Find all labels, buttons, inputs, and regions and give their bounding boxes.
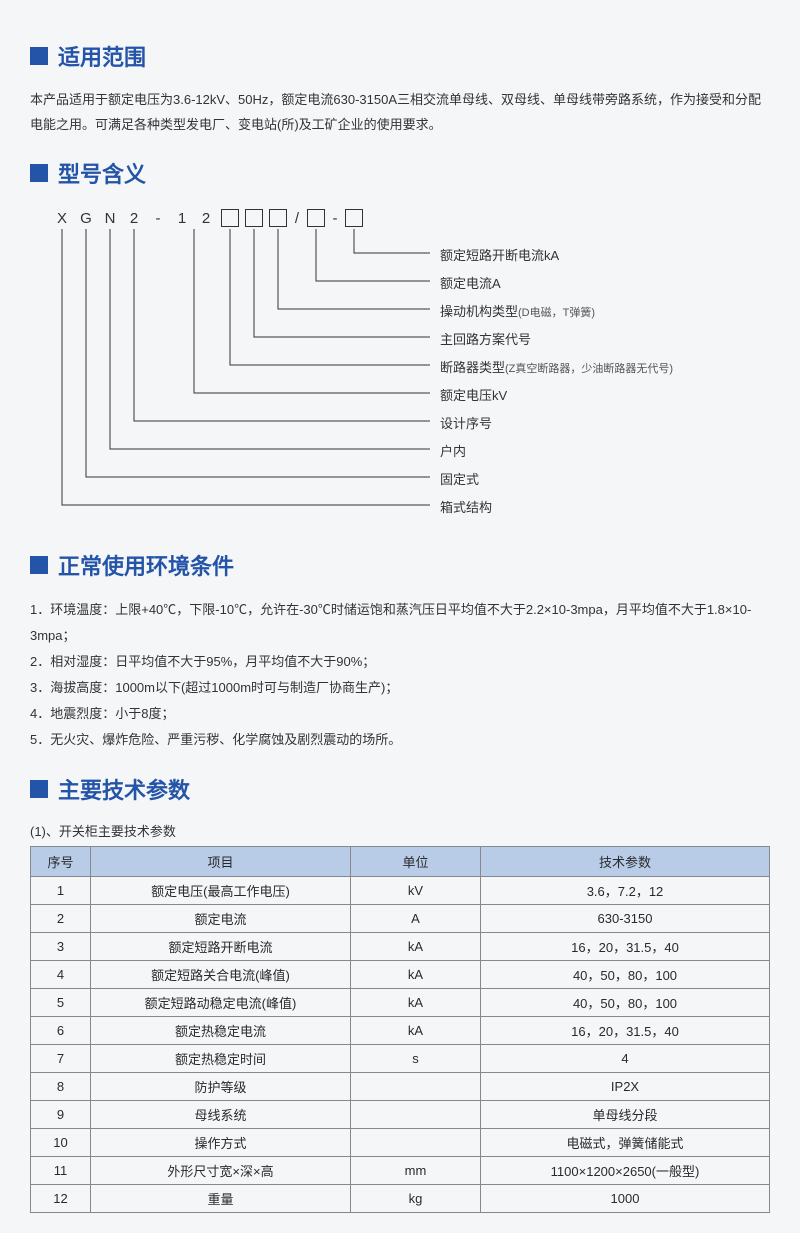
section-title: 适用范围 <box>58 40 146 72</box>
table-cell: 4 <box>481 1045 770 1073</box>
table-cell: A <box>351 905 481 933</box>
env-item: 3．海拔高度：1000m以下(超过1000m时可与制造厂协商生产)； <box>30 675 770 701</box>
table-row: 2额定电流A630-3150 <box>31 905 770 933</box>
env-item: 1．环境温度：上限+40℃，下限-10℃，允许在-30℃时储运饱和蒸汽压日平均值… <box>30 597 770 649</box>
section-header-spec: 主要技术参数 <box>30 773 770 805</box>
section-title: 型号含义 <box>58 157 146 189</box>
table-cell: kg <box>351 1185 481 1213</box>
table-row: 7额定热稳定时间s4 <box>31 1045 770 1073</box>
table-cell: 16，20，31.5，40 <box>481 1017 770 1045</box>
model-label: 设计序号 <box>440 413 492 432</box>
section-header-env: 正常使用环境条件 <box>30 549 770 581</box>
table-row: 1额定电压(最高工作电压)kV3.6，7.2，12 <box>31 877 770 905</box>
model-label: 箱式结构 <box>440 497 492 516</box>
table-cell: 额定短路开断电流 <box>91 933 351 961</box>
model-label: 户内 <box>440 441 466 460</box>
table-cell: 1 <box>31 877 91 905</box>
model-label: 主回路方案代号 <box>440 329 531 348</box>
th-item: 项目 <box>91 847 351 877</box>
table-cell: 1100×1200×2650(一般型) <box>481 1157 770 1185</box>
model-label: 断路器类型(Z真空断路器，少油断路器无代号) <box>440 357 673 376</box>
model-label: 固定式 <box>440 469 479 488</box>
env-list: 1．环境温度：上限+40℃，下限-10℃，允许在-30℃时储运饱和蒸汽压日平均值… <box>30 597 770 753</box>
table-cell: 12 <box>31 1185 91 1213</box>
table-cell: mm <box>351 1157 481 1185</box>
table-row: 4额定短路关合电流(峰值)kA40，50，80，100 <box>31 961 770 989</box>
table-row: 8防护等级 IP2X <box>31 1073 770 1101</box>
table-cell: 7 <box>31 1045 91 1073</box>
table-cell: 额定电流 <box>91 905 351 933</box>
table-cell: kA <box>351 989 481 1017</box>
table-cell: 10 <box>31 1129 91 1157</box>
table-cell: kA <box>351 933 481 961</box>
table-cell: 1000 <box>481 1185 770 1213</box>
table-cell: 6 <box>31 1017 91 1045</box>
bullet-icon <box>30 47 48 65</box>
th-unit: 单位 <box>351 847 481 877</box>
table-cell: 8 <box>31 1073 91 1101</box>
table-cell: 额定短路动稳定电流(峰值) <box>91 989 351 1017</box>
table-cell: 3.6，7.2，12 <box>481 877 770 905</box>
model-label: 额定电压kV <box>440 385 507 404</box>
bullet-icon <box>30 780 48 798</box>
table-row: 10操作方式 电磁式，弹簧储能式 <box>31 1129 770 1157</box>
table-row: 3额定短路开断电流kA16，20，31.5，40 <box>31 933 770 961</box>
table-cell: kV <box>351 877 481 905</box>
model-label: 操动机构类型(D电磁，T弹簧) <box>440 301 595 320</box>
spec-caption: (1)、开关柜主要技术参数 <box>30 821 770 840</box>
table-cell: 16，20，31.5，40 <box>481 933 770 961</box>
table-cell: 11 <box>31 1157 91 1185</box>
table-cell: s <box>351 1045 481 1073</box>
table-row: 5额定短路动稳定电流(峰值)kA40，50，80，100 <box>31 989 770 1017</box>
table-header-row: 序号 项目 单位 技术参数 <box>31 847 770 877</box>
th-seq: 序号 <box>31 847 91 877</box>
table-cell: 重量 <box>91 1185 351 1213</box>
model-diagram: X G N 2 - 1 2 / - <box>30 209 770 529</box>
table-cell: 40，50，80，100 <box>481 961 770 989</box>
th-param: 技术参数 <box>481 847 770 877</box>
table-cell: kA <box>351 961 481 989</box>
section-title: 主要技术参数 <box>58 773 190 805</box>
table-cell: 防护等级 <box>91 1073 351 1101</box>
bullet-icon <box>30 556 48 574</box>
table-row: 12重量kg1000 <box>31 1185 770 1213</box>
bullet-icon <box>30 164 48 182</box>
table-cell: 额定热稳定电流 <box>91 1017 351 1045</box>
table-cell: kA <box>351 1017 481 1045</box>
table-row: 6额定热稳定电流kA16，20，31.5，40 <box>31 1017 770 1045</box>
table-cell: 5 <box>31 989 91 1017</box>
table-cell: 电磁式，弹簧储能式 <box>481 1129 770 1157</box>
table-row: 11外形尺寸宽×深×高mm1100×1200×2650(一般型) <box>31 1157 770 1185</box>
table-row: 9母线系统 单母线分段 <box>31 1101 770 1129</box>
table-cell <box>351 1101 481 1129</box>
table-cell: 630-3150 <box>481 905 770 933</box>
model-label: 额定短路开断电流kA <box>440 245 559 264</box>
table-cell: 额定热稳定时间 <box>91 1045 351 1073</box>
env-item: 5．无火灾、爆炸危险、严重污秽、化学腐蚀及剧烈震动的场所。 <box>30 727 770 753</box>
table-cell: 单母线分段 <box>481 1101 770 1129</box>
scope-text: 本产品适用于额定电压为3.6-12kV、50Hz，额定电流630-3150A三相… <box>30 88 770 137</box>
table-cell: 2 <box>31 905 91 933</box>
section-header-scope: 适用范围 <box>30 40 770 72</box>
env-item: 2．相对湿度：日平均值不大于95%，月平均值不大于90%； <box>30 649 770 675</box>
env-item: 4．地震烈度：小于8度； <box>30 701 770 727</box>
table-cell: 4 <box>31 961 91 989</box>
model-label: 额定电流A <box>440 273 501 292</box>
table-cell: 额定短路关合电流(峰值) <box>91 961 351 989</box>
section-header-model: 型号含义 <box>30 157 770 189</box>
table-cell <box>351 1129 481 1157</box>
table-cell: 额定电压(最高工作电压) <box>91 877 351 905</box>
table-cell: 40，50，80，100 <box>481 989 770 1017</box>
table-cell: IP2X <box>481 1073 770 1101</box>
table-cell: 外形尺寸宽×深×高 <box>91 1157 351 1185</box>
section-title: 正常使用环境条件 <box>58 549 234 581</box>
table-cell <box>351 1073 481 1101</box>
table-cell: 母线系统 <box>91 1101 351 1129</box>
table-cell: 9 <box>31 1101 91 1129</box>
table-cell: 3 <box>31 933 91 961</box>
spec-table: 序号 项目 单位 技术参数 1额定电压(最高工作电压)kV3.6，7.2，122… <box>30 846 770 1213</box>
table-cell: 操作方式 <box>91 1129 351 1157</box>
